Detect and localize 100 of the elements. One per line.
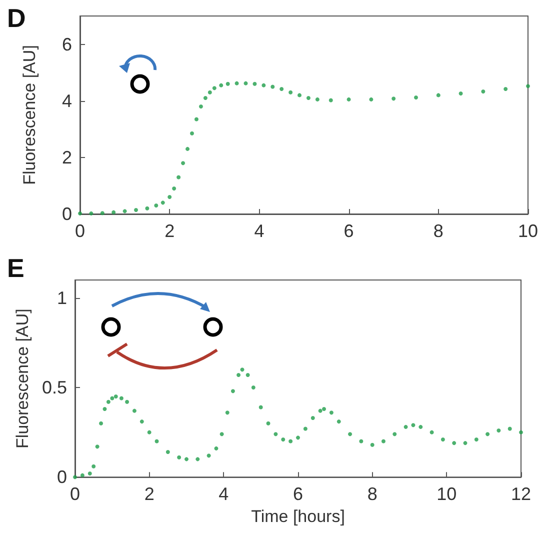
point (154, 204, 158, 208)
y-tick-label: 0 (56, 467, 67, 488)
point (112, 210, 116, 214)
point (132, 408, 136, 413)
x-tick-label: 8 (367, 484, 378, 504)
point (208, 90, 212, 94)
x-tick-label: 12 (510, 484, 532, 504)
point (418, 424, 423, 429)
point (125, 400, 130, 404)
point (100, 211, 104, 216)
point (288, 439, 293, 444)
point (110, 396, 114, 400)
point (168, 195, 172, 200)
y-tick-label: 1 (56, 288, 67, 308)
point (281, 437, 286, 442)
point (251, 386, 256, 390)
point (147, 430, 152, 434)
point (306, 96, 310, 100)
x-tick-label: 6 (292, 484, 304, 504)
point (206, 454, 211, 458)
point (508, 426, 512, 431)
x-tick-label: 10 (518, 221, 538, 241)
point (73, 475, 77, 480)
point (194, 117, 198, 122)
point (154, 439, 159, 444)
point (440, 437, 445, 442)
y-tick-label: 0 (62, 204, 72, 224)
point (274, 432, 278, 436)
point (172, 186, 176, 191)
point (181, 161, 186, 166)
point (119, 396, 124, 400)
y-tick-label: 0.5 (42, 378, 67, 398)
point (236, 372, 241, 377)
point (198, 104, 203, 109)
point (176, 175, 181, 180)
y-tick-label: 4 (62, 90, 72, 111)
point (348, 432, 352, 436)
x-tick-label: 0 (74, 221, 86, 241)
point (212, 86, 216, 90)
point (346, 97, 351, 102)
point (458, 92, 463, 96)
point (452, 441, 456, 446)
point (226, 82, 230, 86)
point (196, 457, 200, 462)
point (262, 83, 266, 88)
point (122, 209, 127, 214)
point (258, 405, 263, 410)
point (140, 420, 144, 424)
point (186, 146, 190, 151)
x-tick-label: 4 (254, 221, 264, 241)
point (280, 86, 284, 91)
x-tick-label: 2 (144, 484, 154, 504)
point (95, 444, 100, 449)
point (252, 82, 257, 86)
x-tick-label: 4 (218, 484, 229, 504)
chart-title: D (7, 3, 26, 33)
x-tick-label: 6 (344, 221, 354, 241)
point (88, 472, 92, 476)
point (370, 442, 374, 447)
point (203, 96, 208, 100)
y-tick-label: 2 (62, 147, 72, 168)
point (359, 439, 364, 444)
x-tick-label: 2 (164, 221, 175, 241)
point (270, 84, 275, 89)
point (78, 211, 82, 216)
point (234, 81, 239, 86)
point (214, 446, 218, 450)
point (244, 81, 248, 86)
point (504, 86, 508, 91)
point (246, 372, 250, 377)
point (303, 426, 308, 431)
point (166, 450, 170, 454)
point (336, 420, 341, 424)
point (329, 410, 334, 415)
point (369, 97, 374, 102)
point (318, 408, 322, 413)
point (240, 368, 244, 372)
chart-title: E (7, 253, 24, 283)
y-axis-title: Fluorescence [AU] (13, 308, 32, 448)
point (220, 432, 224, 436)
point (114, 394, 118, 398)
point (160, 200, 165, 205)
point (392, 432, 397, 436)
point (430, 430, 434, 434)
point (145, 206, 150, 210)
point (92, 464, 96, 468)
point (315, 97, 320, 102)
y-tick-label: 6 (62, 34, 72, 54)
point (411, 423, 416, 428)
point (392, 96, 396, 101)
point (322, 407, 326, 412)
point (177, 455, 182, 460)
point (296, 436, 300, 440)
x-tick-label: 10 (436, 484, 457, 504)
x-axis-title: Time [hours] (251, 507, 345, 526)
point (310, 416, 315, 420)
point (225, 410, 230, 415)
point (328, 98, 333, 102)
point (230, 389, 235, 394)
point (102, 407, 107, 412)
